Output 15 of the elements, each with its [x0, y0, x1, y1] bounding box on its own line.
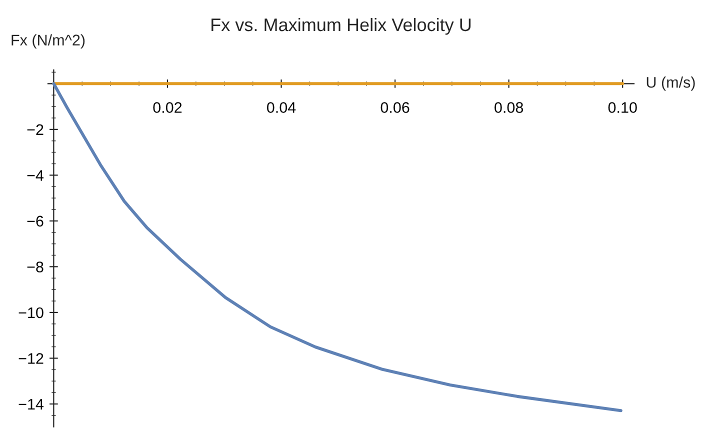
y-tick-label: −10: [18, 307, 44, 318]
x-tick-label: 0.06: [380, 102, 410, 113]
x-axis-title: U (m/s): [646, 76, 695, 91]
y-tick-label: −12: [18, 353, 44, 364]
y-tick-label: −14: [18, 399, 44, 410]
x-tick-label: 0.02: [153, 102, 182, 113]
chart-title: Fx vs. Maximum Helix Velocity U: [212, 18, 471, 35]
x-tick-label: 0.08: [494, 102, 524, 113]
y-tick-label: −6: [27, 216, 44, 227]
x-tick-label: 0.10: [608, 102, 637, 113]
y-axis-title: Fx (N/m^2): [12, 34, 85, 49]
y-tick-label: −2: [27, 124, 44, 135]
y-tick-label: −4: [27, 170, 44, 181]
y-tick-label: −8: [27, 262, 44, 272]
x-tick-label: 0.04: [266, 102, 296, 113]
